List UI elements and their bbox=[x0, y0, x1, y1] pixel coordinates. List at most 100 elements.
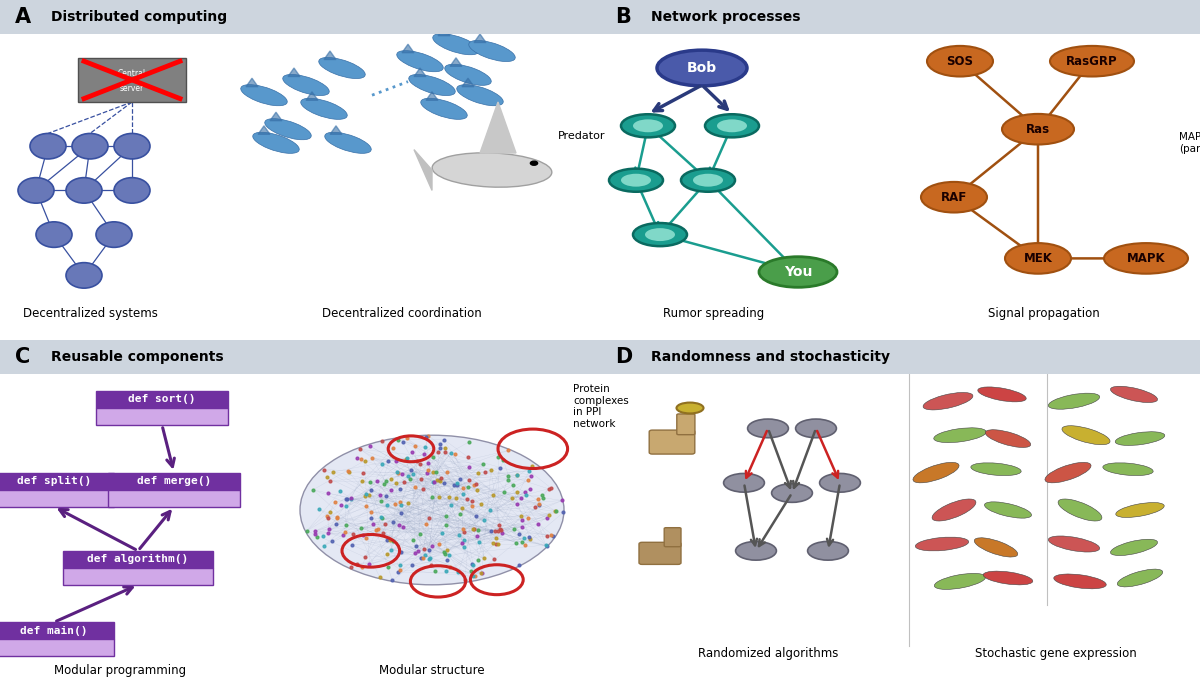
Ellipse shape bbox=[820, 473, 860, 492]
Ellipse shape bbox=[457, 84, 503, 106]
Polygon shape bbox=[402, 44, 414, 53]
Ellipse shape bbox=[1115, 432, 1165, 445]
Text: Randomized algorithms: Randomized algorithms bbox=[698, 647, 838, 660]
Ellipse shape bbox=[1049, 536, 1099, 552]
FancyBboxPatch shape bbox=[0, 622, 114, 639]
Ellipse shape bbox=[96, 222, 132, 248]
Ellipse shape bbox=[253, 132, 299, 154]
Ellipse shape bbox=[928, 46, 994, 77]
Text: Signal propagation: Signal propagation bbox=[988, 307, 1100, 320]
Ellipse shape bbox=[1110, 386, 1158, 403]
Polygon shape bbox=[426, 92, 438, 100]
Ellipse shape bbox=[985, 430, 1031, 447]
Text: def sort(): def sort() bbox=[128, 394, 196, 405]
Polygon shape bbox=[270, 112, 282, 121]
Polygon shape bbox=[462, 78, 474, 87]
Ellipse shape bbox=[445, 64, 491, 86]
Text: Predator: Predator bbox=[558, 131, 606, 141]
Ellipse shape bbox=[301, 98, 347, 120]
Text: C: C bbox=[14, 347, 30, 367]
FancyBboxPatch shape bbox=[78, 58, 186, 102]
Text: Reusable components: Reusable components bbox=[52, 350, 223, 364]
Ellipse shape bbox=[978, 387, 1026, 402]
Ellipse shape bbox=[1116, 503, 1164, 517]
Text: Protein
complexes
in PPI
network: Protein complexes in PPI network bbox=[574, 384, 629, 429]
Text: Randomness and stochasticity: Randomness and stochasticity bbox=[650, 350, 890, 364]
Ellipse shape bbox=[634, 223, 686, 246]
Ellipse shape bbox=[736, 541, 776, 560]
Ellipse shape bbox=[622, 114, 674, 137]
Text: Stochastic gene expression: Stochastic gene expression bbox=[976, 647, 1136, 660]
Ellipse shape bbox=[1103, 463, 1153, 475]
Text: Rumor spreading: Rumor spreading bbox=[664, 307, 764, 320]
Ellipse shape bbox=[913, 462, 959, 483]
Ellipse shape bbox=[409, 74, 455, 96]
Text: def algorithm(): def algorithm() bbox=[88, 554, 188, 564]
Ellipse shape bbox=[646, 228, 674, 241]
FancyBboxPatch shape bbox=[0, 0, 600, 34]
FancyBboxPatch shape bbox=[600, 0, 1200, 34]
Text: Decentralized coordination: Decentralized coordination bbox=[322, 307, 482, 320]
Ellipse shape bbox=[1054, 574, 1106, 589]
Ellipse shape bbox=[325, 132, 371, 154]
Ellipse shape bbox=[718, 119, 746, 132]
FancyBboxPatch shape bbox=[0, 639, 114, 656]
FancyBboxPatch shape bbox=[64, 568, 214, 585]
Ellipse shape bbox=[706, 114, 760, 137]
FancyBboxPatch shape bbox=[677, 414, 695, 435]
Ellipse shape bbox=[974, 538, 1018, 557]
Ellipse shape bbox=[18, 177, 54, 203]
Ellipse shape bbox=[1050, 46, 1134, 77]
Text: def main(): def main() bbox=[20, 626, 88, 636]
Text: server: server bbox=[120, 84, 144, 93]
Ellipse shape bbox=[421, 98, 467, 120]
Polygon shape bbox=[438, 27, 450, 36]
Text: B: B bbox=[616, 7, 631, 27]
Ellipse shape bbox=[935, 573, 985, 590]
FancyBboxPatch shape bbox=[600, 340, 1200, 374]
FancyBboxPatch shape bbox=[64, 551, 214, 568]
FancyBboxPatch shape bbox=[108, 490, 240, 507]
Text: You: You bbox=[784, 265, 812, 279]
Text: def merge(): def merge() bbox=[137, 476, 211, 486]
Text: def split(): def split() bbox=[17, 476, 91, 486]
Ellipse shape bbox=[265, 118, 311, 140]
FancyBboxPatch shape bbox=[96, 408, 228, 425]
Ellipse shape bbox=[433, 33, 479, 55]
Ellipse shape bbox=[772, 483, 812, 503]
Polygon shape bbox=[450, 58, 462, 66]
Ellipse shape bbox=[397, 50, 443, 72]
Text: Bob: Bob bbox=[686, 61, 718, 75]
Ellipse shape bbox=[1006, 243, 1072, 273]
Ellipse shape bbox=[658, 50, 746, 86]
Ellipse shape bbox=[922, 182, 986, 213]
Polygon shape bbox=[306, 92, 318, 100]
Ellipse shape bbox=[1110, 539, 1158, 556]
Text: SOS: SOS bbox=[947, 54, 973, 68]
Ellipse shape bbox=[808, 541, 848, 560]
Text: Time B: Time B bbox=[1092, 364, 1140, 377]
Ellipse shape bbox=[1045, 462, 1091, 483]
Ellipse shape bbox=[748, 419, 788, 438]
Text: MEK: MEK bbox=[1024, 252, 1052, 265]
Ellipse shape bbox=[72, 133, 108, 159]
Polygon shape bbox=[258, 126, 270, 134]
Text: Modular structure: Modular structure bbox=[379, 664, 485, 677]
Ellipse shape bbox=[796, 419, 836, 438]
Text: Central: Central bbox=[118, 69, 146, 78]
Ellipse shape bbox=[760, 256, 838, 287]
Polygon shape bbox=[246, 78, 258, 87]
Text: MAPK pathway
(partial): MAPK pathway (partial) bbox=[1178, 132, 1200, 154]
Ellipse shape bbox=[66, 177, 102, 203]
Polygon shape bbox=[324, 51, 336, 60]
Ellipse shape bbox=[114, 177, 150, 203]
Text: D: D bbox=[616, 347, 632, 367]
Ellipse shape bbox=[432, 153, 552, 187]
FancyBboxPatch shape bbox=[649, 430, 695, 454]
FancyBboxPatch shape bbox=[108, 473, 240, 490]
Ellipse shape bbox=[934, 428, 986, 443]
Ellipse shape bbox=[984, 502, 1032, 518]
Ellipse shape bbox=[1049, 393, 1099, 409]
Text: RAF: RAF bbox=[941, 190, 967, 204]
Ellipse shape bbox=[923, 392, 973, 410]
